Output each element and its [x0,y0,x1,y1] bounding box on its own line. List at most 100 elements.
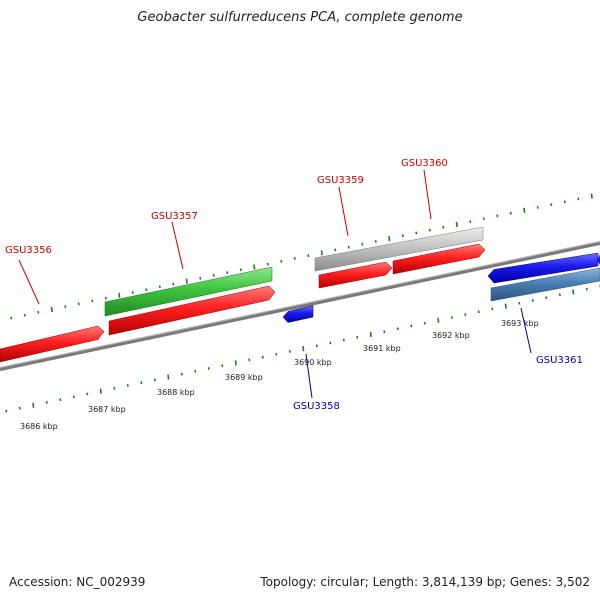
minor-tick [396,327,399,331]
major-tick [590,193,593,199]
minor-tick [248,358,251,362]
leader-gsu3356 [18,259,40,305]
tick-label: 3689 kbp [225,373,263,382]
gene-bar-gsu3360[interactable] [392,243,486,275]
tick-label: 3686 kbp [20,422,58,431]
genome-stats-text: Topology: circular; Length: 3,814,139 bp… [260,575,590,589]
major-tick [50,306,53,313]
minor-tick [342,338,345,342]
minor-tick [226,271,229,275]
major-tick [253,264,256,270]
major-tick [572,289,575,295]
minor-tick [477,310,480,314]
gene-label-gsu3359[interactable]: GSU3359 [317,175,364,186]
minor-tick [23,313,26,317]
minor-tick [37,310,40,314]
minor-tick [140,381,143,385]
minor-tick [563,200,566,204]
minor-tick [374,240,377,243]
gene-label-gsu3356[interactable]: GSU3356 [5,245,52,256]
leader-gsu3358 [305,353,313,399]
leader-gsu3359 [338,186,349,237]
minor-tick [531,299,534,302]
gene-bar-gsu3356[interactable] [0,325,105,363]
minor-tick [153,378,156,382]
minor-tick [5,409,8,413]
tick-label: 3687 kbp [88,405,126,414]
minor-tick [428,228,431,232]
minor-tick [239,268,242,272]
major-tick [32,402,35,408]
minor-tick [464,313,467,317]
major-tick [185,278,188,284]
major-tick [504,303,507,309]
leader-gsu3360 [423,169,432,220]
major-tick [455,221,458,227]
minor-tick [356,335,359,339]
minor-tick [423,321,426,325]
minor-tick [288,350,291,353]
minor-tick [180,372,183,376]
minor-tick [482,217,485,221]
tick-label: 3692 kbp [432,331,470,340]
gene-bar-gsu3361[interactable] [487,252,599,284]
tick-label: 3693 kbp [501,319,539,328]
leader-gsu3357 [171,221,184,270]
minor-tick [72,395,75,399]
minor-tick [194,369,197,373]
minor-tick [491,307,494,311]
minor-tick [536,206,539,209]
leader-gsu3361 [520,307,532,354]
major-tick [99,388,102,394]
genome-backbone-highlight [0,241,600,368]
gene-bar-gsu3361-edge [597,254,600,265]
minor-tick [558,293,561,297]
minor-tick [126,384,129,387]
gene-leader-lines [18,169,532,399]
minor-tick [545,296,548,300]
minor-tick [131,291,134,294]
minor-tick [315,344,318,348]
gene-bar-gsu3361-steel[interactable] [490,267,600,302]
tick-label: 3691 kbp [363,344,401,353]
gene-labels: GSU3356 GSU3357 GSU3358 GSU3359 GSU3360 … [5,158,583,412]
gene-bar-gsu3359-grey[interactable] [314,226,484,272]
minor-tick [261,355,264,359]
minor-tick [280,259,283,263]
minor-tick [383,330,386,334]
gene-label-gsu3361[interactable]: GSU3361 [536,355,583,366]
major-tick [388,236,391,242]
gene-label-gsu3358[interactable]: GSU3358 [293,401,340,412]
gene-bar-gsu3357-green[interactable] [104,266,273,317]
feature-track [0,226,600,363]
minor-tick [18,406,21,410]
minor-tick [518,301,521,305]
minor-tick [577,197,580,201]
gene-label-gsu3357[interactable]: GSU3357 [151,211,198,222]
gene-bar-gsu3357[interactable] [108,285,276,336]
minor-tick [329,341,332,345]
major-tick [118,292,121,298]
minor-tick [415,231,418,235]
minor-tick [145,288,148,292]
minor-tick [86,392,89,396]
gene-label-gsu3360[interactable]: GSU3360 [401,158,448,169]
minor-tick [361,242,364,246]
minor-tick [221,364,224,368]
minor-tick [104,296,107,300]
tick-label: 3688 kbp [157,388,195,397]
minor-tick [293,257,296,260]
major-tick [234,360,237,366]
minor-tick [64,305,67,309]
minor-tick [207,367,210,370]
minor-tick [410,324,413,328]
minor-tick [77,302,80,306]
minor-tick [334,248,337,252]
minor-tick [509,211,512,215]
gene-bar-gsu3359[interactable] [318,261,393,289]
gene-bar-gsu3358[interactable] [282,305,314,323]
upper-tick-track [10,193,593,320]
major-tick [302,346,305,352]
minor-tick [585,287,588,291]
